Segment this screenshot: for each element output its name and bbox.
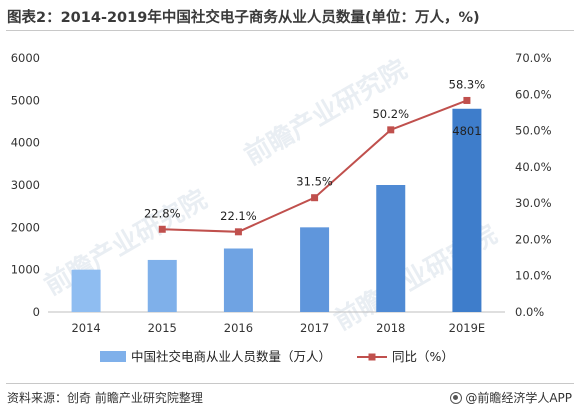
line-point	[311, 194, 319, 202]
line-data-label: 58.3%	[449, 77, 486, 91]
axes: 0 1000 2000 3000 4000 5000 6000 0.0% 10.0% 20.0% 3…	[11, 51, 552, 335]
y-left-tick-label: 3000	[11, 178, 40, 192]
y-right-tick-label: 0.0%	[515, 305, 544, 319]
line-data-label: 22.1%	[220, 209, 257, 223]
line-point	[463, 96, 471, 104]
line-data-label: 31.5%	[296, 175, 333, 189]
brand-text: @前瞻经济学人APP	[465, 391, 572, 405]
line-point	[387, 126, 395, 134]
line-point	[158, 225, 166, 233]
x-tick-label: 2015	[148, 321, 177, 335]
x-tick-label: 2018	[376, 321, 405, 335]
brand-mark: @前瞻经济学人APP	[450, 389, 572, 406]
x-tick-label: 2014	[71, 321, 100, 335]
y-right-tick-label: 50.0%	[515, 124, 552, 138]
line-point	[234, 228, 242, 236]
data-labels: 22.8% 22.1% 31.5% 50.2% 58.3% 4801	[144, 77, 485, 222]
legend-bar-label: 中国社交电商从业人员数量（万人）	[131, 349, 331, 364]
y-right-tick-label: 70.0%	[515, 51, 552, 65]
y-right-tick-label: 30.0%	[515, 196, 552, 210]
y-left-tick-label: 6000	[11, 51, 40, 65]
watermark-1: 前瞻产业研究院	[39, 184, 212, 302]
footer-divider	[6, 383, 574, 384]
y-left-tick-label: 1000	[11, 263, 40, 277]
y-right-tick-label: 60.0%	[515, 87, 552, 101]
y-right-tick-label: 10.0%	[515, 269, 552, 283]
legend-bar-swatch	[100, 351, 126, 362]
bar	[223, 248, 253, 312]
bar	[300, 227, 330, 312]
y-left-tick-label: 4000	[11, 136, 40, 150]
x-tick-label: 2019E	[449, 321, 486, 335]
line-data-label: 50.2%	[372, 107, 409, 121]
brand-logo-icon	[450, 391, 463, 404]
source-note: 资料来源：创奇 前瞻产业研究院整理	[7, 391, 203, 405]
title-divider	[6, 30, 574, 31]
bar-series	[71, 108, 482, 313]
y-right-tick-label: 20.0%	[515, 232, 552, 246]
bar	[376, 185, 406, 312]
chart-title: 图表2：2014-2019年中国社交电子商务从业人员数量(单位：万人，%)	[7, 10, 480, 26]
x-tick-label: 2017	[300, 321, 329, 335]
y-right-tick-label: 40.0%	[515, 160, 552, 174]
y-left-tick-label: 5000	[11, 93, 40, 107]
bar	[452, 108, 482, 313]
bar	[147, 259, 177, 312]
y-left-tick-label: 0	[33, 305, 40, 319]
line-data-label: 22.8%	[144, 206, 181, 220]
line-series	[158, 96, 471, 236]
legend: 中国社交电商从业人员数量（万人） 同比（%）	[100, 349, 454, 364]
legend-line-label: 同比（%）	[392, 349, 454, 364]
y-left-tick-label: 2000	[11, 220, 40, 234]
bar-data-label: 4801	[452, 124, 481, 138]
x-tick-label: 2016	[224, 321, 253, 335]
legend-line-marker	[368, 353, 376, 361]
bar	[71, 269, 101, 312]
